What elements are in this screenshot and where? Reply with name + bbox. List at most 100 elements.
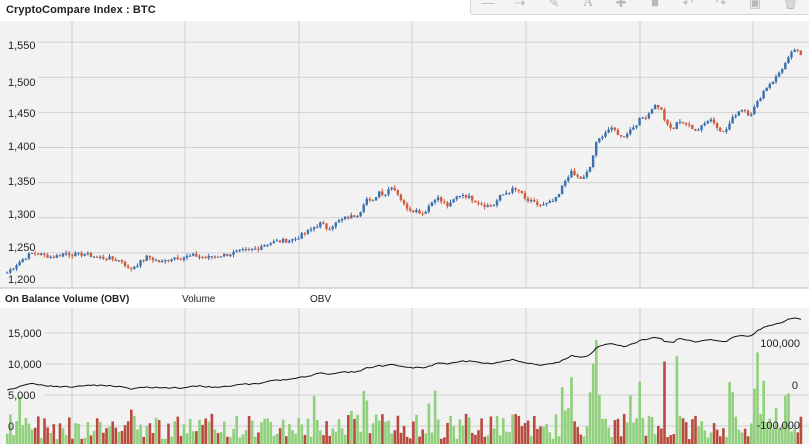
volume-bar: [514, 414, 517, 444]
volume-bar: [238, 437, 242, 444]
candle-body: [188, 255, 192, 257]
candle-body: [452, 199, 455, 203]
candle-body: [24, 258, 27, 260]
volume-bar: [443, 437, 446, 444]
volume-bar: [759, 413, 762, 444]
candle-body: [449, 202, 452, 207]
volume-bar: [740, 432, 744, 444]
candle-body: [560, 185, 564, 195]
legend-obv[interactable]: OBV: [310, 294, 332, 305]
volume-bar: [340, 428, 344, 444]
redo-icon[interactable]: ↷: [715, 0, 727, 10]
volume-bar: [684, 422, 688, 444]
candle-body: [151, 257, 155, 261]
volume-bar: [663, 361, 666, 444]
legend-volume[interactable]: Volume: [182, 294, 216, 305]
candle-body: [551, 201, 554, 203]
candle-body: [86, 252, 89, 255]
volume-bar: [157, 420, 161, 444]
text-tool-icon[interactable]: A: [583, 0, 593, 10]
candle-body: [130, 267, 133, 269]
candle-body: [722, 131, 725, 133]
volume-bar: [27, 423, 31, 444]
candle-body: [235, 250, 238, 252]
volume-bar: [241, 434, 245, 444]
candle-body: [700, 125, 703, 130]
volume-bar: [151, 433, 155, 444]
volume-bar: [30, 429, 34, 444]
candle-body: [322, 222, 325, 224]
volume-bar: [83, 437, 87, 444]
volume-bar: [756, 352, 759, 444]
volume-bar: [498, 435, 502, 444]
candle-body: [427, 206, 430, 212]
volume-bar: [415, 414, 418, 444]
candle-body: [433, 200, 437, 203]
volume-bar: [229, 437, 232, 444]
volume-bar: [517, 415, 521, 444]
candle-body: [474, 200, 477, 203]
volume-bar: [616, 418, 620, 444]
volume-bar: [622, 413, 626, 444]
candle-body: [254, 248, 257, 250]
candle-body: [198, 256, 201, 258]
save-icon[interactable]: ▣: [748, 0, 762, 10]
candle-body: [616, 129, 620, 136]
volume-bar: [601, 418, 604, 444]
candle-body: [799, 50, 802, 55]
volume-bar: [784, 395, 787, 444]
volume-bar: [198, 419, 201, 444]
volume-bar: [486, 435, 490, 444]
volume-bar: [719, 436, 722, 444]
candle-body: [548, 201, 551, 204]
candle-body: [653, 104, 657, 110]
candle-body: [641, 117, 644, 119]
crosshair-tool-icon[interactable]: ✚: [615, 0, 627, 10]
volume-bar: [796, 432, 800, 444]
volume-bar: [58, 423, 62, 444]
candle-body: [759, 98, 762, 102]
volume-bar: [343, 434, 347, 444]
candle-body: [635, 125, 638, 128]
y-tick-label: 1,500: [8, 77, 36, 89]
fill-tool-icon[interactable]: ■: [651, 0, 659, 10]
candle-body: [384, 194, 387, 196]
candle-body: [343, 216, 347, 219]
volume-bar: [715, 429, 719, 444]
candle-body: [418, 210, 421, 214]
volume-bar: [660, 428, 663, 444]
arrow-tool-icon[interactable]: ⇢: [514, 0, 526, 10]
candle-body: [728, 123, 731, 130]
candle-body: [136, 265, 139, 267]
volume-bar: [672, 434, 676, 444]
volume-bar: [117, 431, 121, 444]
volume-bar: [666, 437, 669, 444]
candle-body: [508, 192, 511, 194]
candle-body: [316, 226, 319, 228]
volume-bar: [650, 417, 654, 444]
volume-bar: [381, 414, 384, 444]
undo-icon[interactable]: ↶: [682, 0, 694, 10]
volume-bar: [750, 423, 753, 444]
volume-bar: [523, 423, 527, 444]
volume-bar: [303, 434, 307, 444]
volume-bar: [781, 424, 784, 444]
candle-body: [455, 196, 458, 200]
pen-tool-icon[interactable]: ✎: [548, 0, 560, 10]
volume-bar: [74, 423, 77, 444]
volume-bar: [526, 420, 530, 444]
delete-icon[interactable]: 🗑: [782, 0, 799, 10]
candle-body: [719, 127, 722, 132]
volume-bar: [316, 419, 319, 444]
candle-body: [781, 69, 784, 73]
candle-body: [9, 269, 12, 273]
candle-body: [232, 251, 235, 255]
volume-bar: [356, 414, 359, 444]
candle-body: [21, 259, 24, 262]
line-tool-icon[interactable]: —: [481, 0, 495, 10]
candle-body: [771, 81, 775, 85]
candle-body: [83, 254, 86, 256]
candle-body: [207, 256, 210, 259]
volume-bar: [328, 435, 331, 444]
